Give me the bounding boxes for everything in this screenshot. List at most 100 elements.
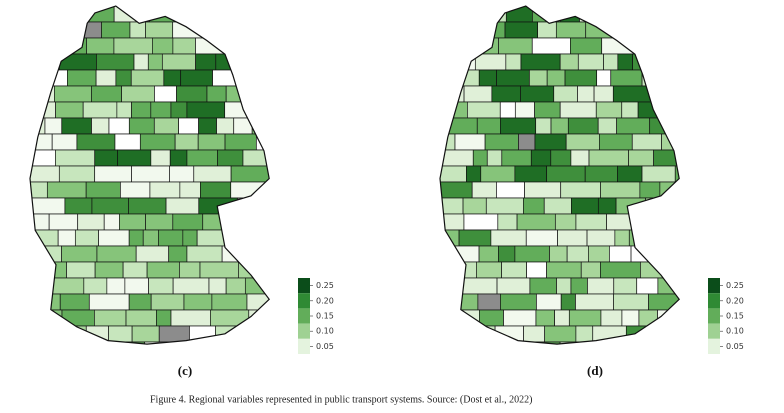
- region: [168, 245, 188, 263]
- legend-swatch: [708, 338, 720, 354]
- region: [648, 293, 680, 311]
- region: [675, 69, 680, 87]
- region: [474, 53, 507, 71]
- region: [638, 309, 658, 327]
- legend-tick-label: 0.20: [726, 296, 744, 305]
- region: [543, 197, 572, 215]
- region: [260, 21, 270, 39]
- region: [579, 6, 608, 23]
- region: [666, 101, 680, 119]
- region: [486, 149, 503, 167]
- region: [592, 325, 627, 343]
- region: [172, 277, 210, 295]
- region: [106, 277, 126, 295]
- legend-swatch: [708, 323, 720, 339]
- legend-swatch: [708, 293, 720, 309]
- region: [546, 69, 566, 87]
- region: [621, 309, 640, 327]
- legend-tick-label: 0.05: [316, 342, 334, 351]
- region: [480, 165, 516, 183]
- region: [61, 245, 98, 263]
- region: [117, 149, 152, 167]
- region: [600, 309, 623, 327]
- region: [122, 261, 148, 279]
- region: [671, 37, 680, 55]
- region: [263, 37, 270, 55]
- region: [195, 53, 217, 71]
- region: [108, 117, 130, 135]
- region: [440, 181, 473, 199]
- region: [30, 197, 66, 215]
- region: [267, 309, 270, 327]
- region: [440, 53, 476, 71]
- region: [628, 149, 654, 167]
- region: [554, 309, 570, 327]
- region: [170, 309, 211, 327]
- legend-tick-label: 0.20: [316, 296, 334, 305]
- region: [94, 261, 124, 279]
- region: [183, 341, 199, 345]
- region: [30, 6, 45, 23]
- legend-tick-label: 0.10: [726, 327, 744, 336]
- region: [546, 165, 586, 183]
- region: [94, 309, 127, 327]
- region: [615, 197, 646, 215]
- region: [59, 53, 97, 71]
- region: [208, 277, 227, 295]
- region: [537, 21, 557, 39]
- region: [661, 133, 680, 151]
- region: [440, 325, 460, 343]
- region: [251, 341, 270, 345]
- region: [63, 325, 87, 343]
- region: [577, 53, 604, 71]
- region: [485, 341, 524, 345]
- region: [641, 165, 676, 183]
- region: [479, 309, 504, 327]
- region: [125, 309, 157, 327]
- region: [550, 149, 572, 167]
- region: [531, 37, 571, 55]
- region: [476, 117, 501, 135]
- region: [652, 85, 680, 103]
- region: [98, 229, 130, 247]
- region: [30, 229, 59, 247]
- region: [282, 22, 305, 38]
- region: [614, 229, 630, 247]
- region: [30, 341, 62, 345]
- region: [242, 149, 270, 167]
- region: [440, 341, 468, 345]
- region: [523, 197, 545, 215]
- region: [85, 181, 121, 199]
- region: [124, 277, 149, 295]
- region: [183, 293, 213, 311]
- region: [169, 149, 188, 167]
- region: [535, 309, 555, 327]
- region: [30, 181, 48, 199]
- panel-label: (d): [587, 363, 603, 378]
- region: [459, 277, 498, 295]
- region: [554, 213, 577, 231]
- region: [560, 293, 576, 311]
- region: [61, 309, 95, 327]
- region: [500, 117, 537, 135]
- region: [145, 21, 174, 39]
- region: [60, 341, 80, 345]
- region: [238, 261, 269, 279]
- region: [83, 277, 108, 295]
- region: [636, 277, 659, 295]
- region: [686, 150, 719, 166]
- region: [230, 165, 270, 183]
- region: [467, 341, 487, 345]
- region: [76, 133, 116, 151]
- region: [289, 230, 310, 246]
- region: [224, 133, 257, 151]
- region: [440, 21, 467, 39]
- region: [458, 229, 492, 247]
- region: [481, 21, 506, 39]
- region: [249, 69, 270, 87]
- region: [46, 181, 87, 199]
- region: [556, 277, 572, 295]
- region: [684, 182, 723, 198]
- region: [504, 21, 538, 39]
